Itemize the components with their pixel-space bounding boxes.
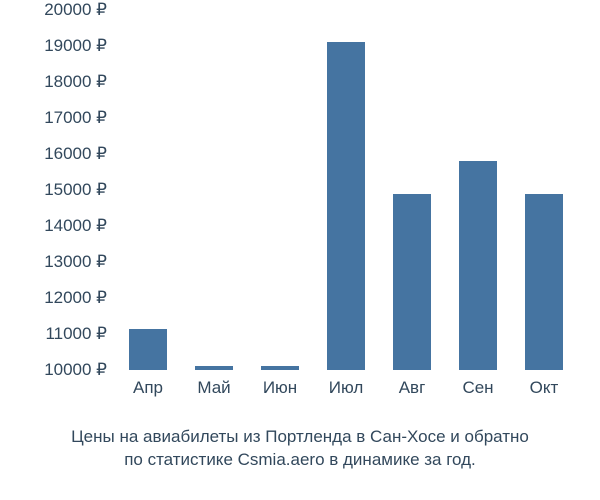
x-tick-label: Авг [399, 378, 426, 398]
plot-area [115, 10, 585, 370]
y-tick-label: 16000 ₽ [44, 144, 107, 164]
bar [525, 194, 563, 370]
y-tick-label: 10000 ₽ [44, 360, 107, 380]
x-tick-label: Апр [133, 378, 163, 398]
y-tick-label: 19000 ₽ [44, 36, 107, 56]
y-tick-label: 14000 ₽ [44, 216, 107, 236]
bar [261, 366, 299, 370]
bar [393, 194, 431, 370]
x-tick-label: Май [197, 378, 230, 398]
bar [129, 329, 167, 370]
y-tick-label: 12000 ₽ [44, 288, 107, 308]
y-tick-label: 15000 ₽ [44, 180, 107, 200]
bar [195, 366, 233, 370]
y-tick-label: 17000 ₽ [44, 108, 107, 128]
y-tick-label: 11000 ₽ [45, 324, 107, 344]
y-tick-label: 13000 ₽ [44, 252, 107, 272]
x-tick-label: Июл [329, 378, 364, 398]
bar [327, 42, 365, 370]
chart-caption: Цены на авиабилеты из Портленда в Сан-Хо… [0, 426, 600, 472]
caption-line-1: Цены на авиабилеты из Портленда в Сан-Хо… [71, 427, 529, 446]
y-axis: 10000 ₽11000 ₽12000 ₽13000 ₽14000 ₽15000… [0, 10, 115, 370]
y-tick-label: 18000 ₽ [44, 72, 107, 92]
x-tick-label: Сен [462, 378, 493, 398]
caption-line-2: по статистике Csmia.aero в динамике за г… [124, 450, 476, 469]
x-tick-label: Окт [530, 378, 559, 398]
y-tick-label: 20000 ₽ [44, 0, 107, 20]
bar [459, 161, 497, 370]
x-tick-label: Июн [263, 378, 297, 398]
price-chart: 10000 ₽ 11000 ₽ 12000 ₽ 13000 ₽ 14000 ₽ 15000… [0, 10, 600, 430]
